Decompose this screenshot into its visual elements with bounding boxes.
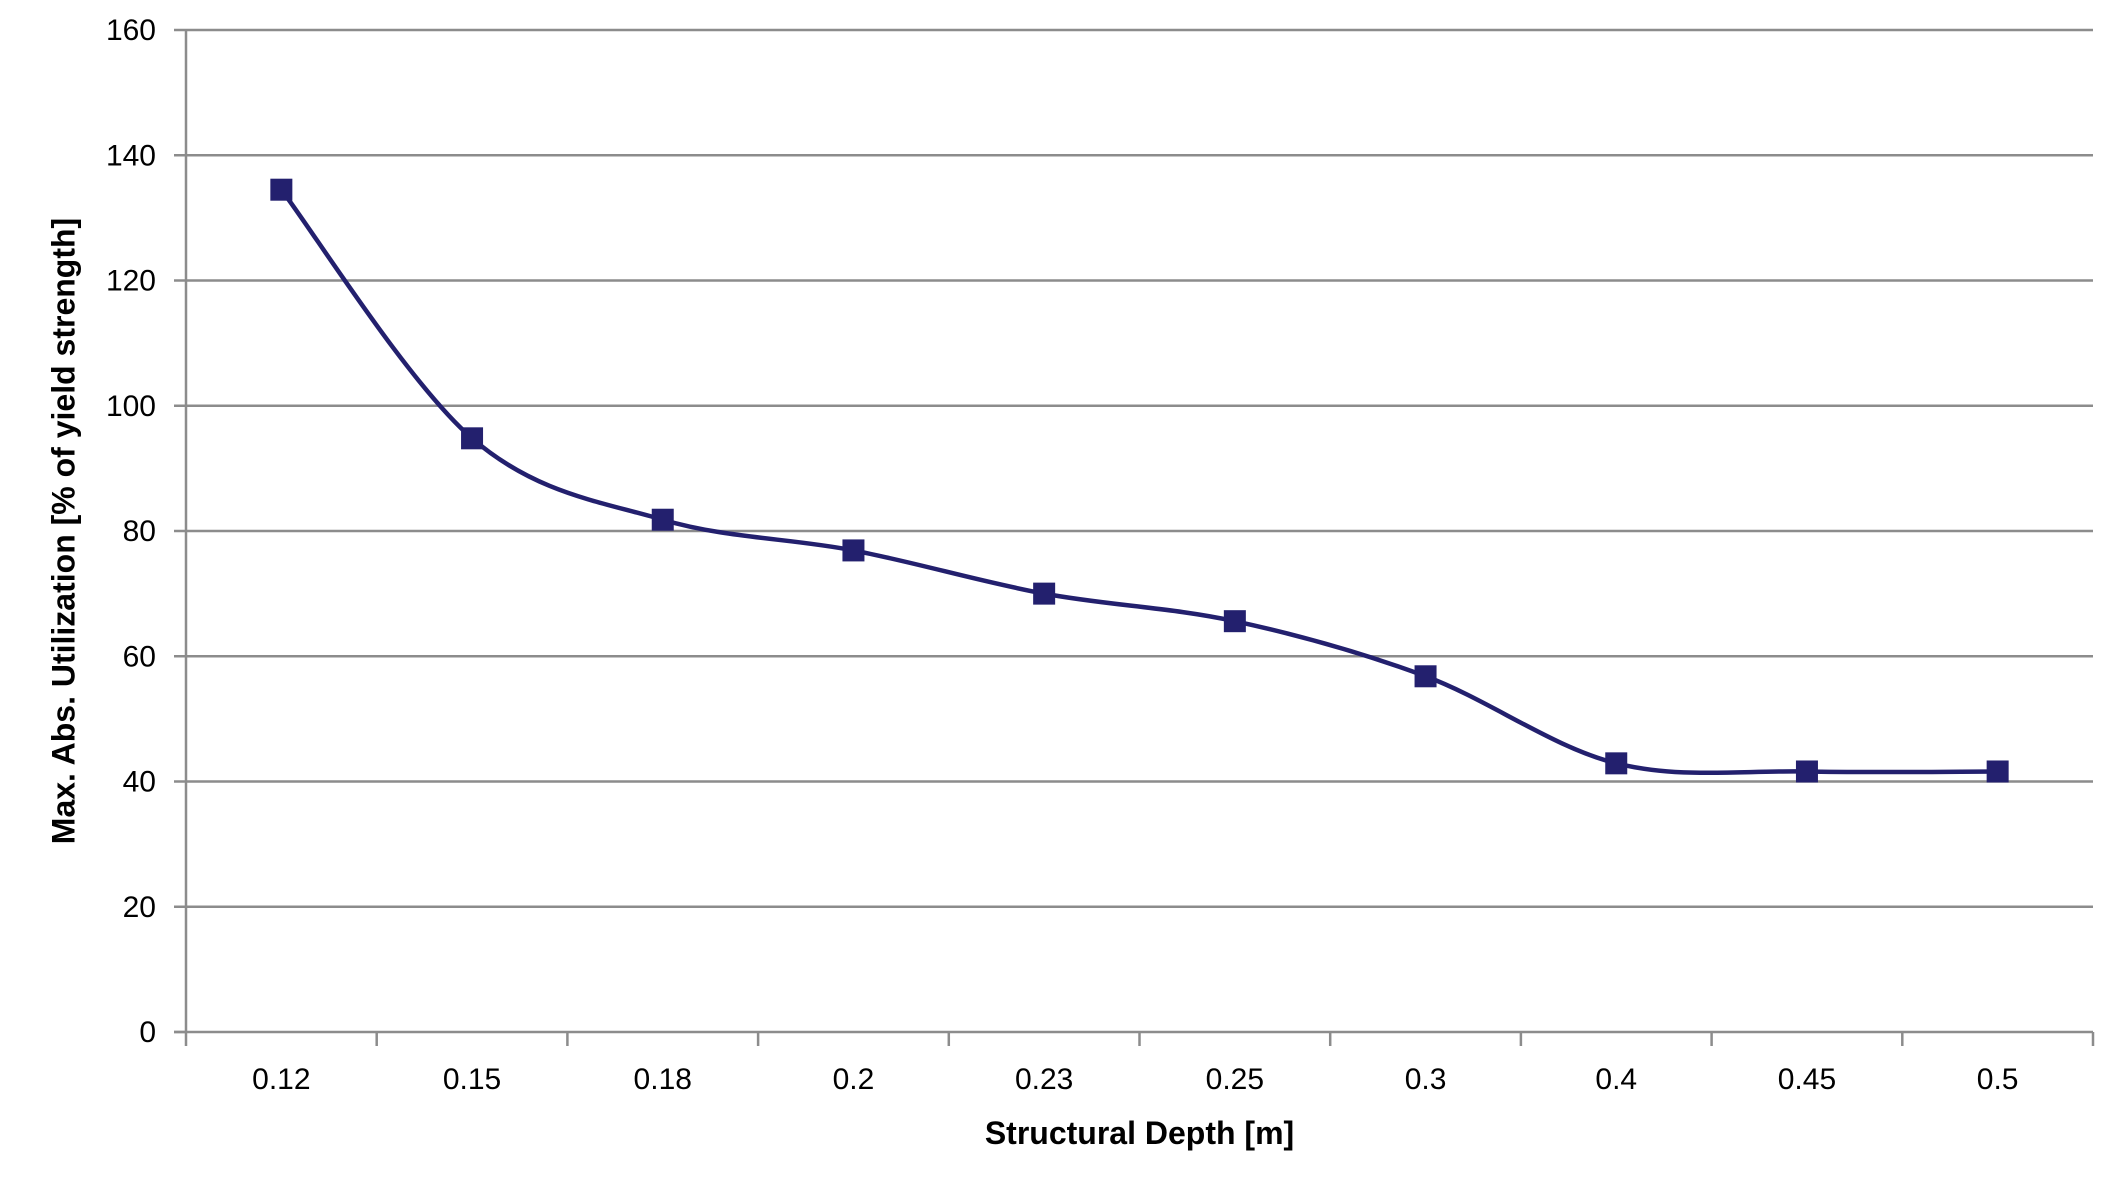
data-point-marker xyxy=(651,508,674,531)
x-tick-label: 0.45 xyxy=(1778,1063,1836,1096)
x-tick-label: 0.25 xyxy=(1206,1063,1264,1096)
x-tick-label: 0.15 xyxy=(443,1063,501,1096)
x-axis-title: Structural Depth [m] xyxy=(985,1115,1294,1151)
series-line xyxy=(279,188,1998,776)
x-tick-label: 0.3 xyxy=(1405,1063,1447,1096)
y-tick-labels: 0 20 40 60 80 100 120 140 160 xyxy=(106,14,156,1049)
axes xyxy=(174,28,2095,1046)
y-tick-label: 60 xyxy=(123,640,156,673)
data-point-marker xyxy=(842,539,865,562)
x-tick-label: 0.18 xyxy=(634,1063,692,1096)
y-tick-label: 140 xyxy=(106,139,156,172)
y-tick-label: 120 xyxy=(106,265,156,298)
data-point-marker xyxy=(1986,760,2009,783)
y-tick-label: 40 xyxy=(123,766,156,799)
y-tick-label: 80 xyxy=(123,515,156,548)
x-tick-label: 0.12 xyxy=(252,1063,310,1096)
x-tick-label: 0.4 xyxy=(1595,1063,1637,1096)
series xyxy=(270,178,2009,783)
x-tick-label: 0.23 xyxy=(1015,1063,1073,1096)
x-tick-label: 0.5 xyxy=(1977,1063,2019,1096)
y-tick-label: 100 xyxy=(106,390,156,423)
data-point-marker xyxy=(1223,610,1246,633)
data-point-marker xyxy=(461,427,484,450)
data-point-marker xyxy=(1795,760,1818,783)
y-tick-label: 160 xyxy=(106,14,156,47)
y-axis-title: Max. Abs. Utilization [% of yield streng… xyxy=(45,218,81,844)
data-point-marker xyxy=(1605,752,1628,775)
gridlines xyxy=(186,28,2093,908)
y-tick-label: 0 xyxy=(139,1016,156,1049)
data-point-marker xyxy=(1033,582,1056,605)
y-tick-label: 20 xyxy=(123,891,156,924)
x-tick-labels: 0.12 0.15 0.18 0.2 0.23 0.25 0.3 0.4 0.45 0.5 xyxy=(252,1063,2018,1096)
data-point-marker xyxy=(1414,665,1437,688)
data-point-marker xyxy=(270,178,293,201)
x-tick-label: 0.2 xyxy=(833,1063,875,1096)
